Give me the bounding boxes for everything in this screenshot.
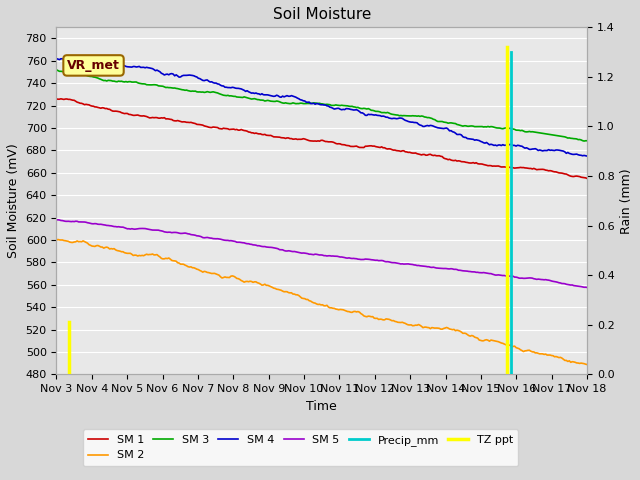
SM 4 <box>228 84 236 90</box>
SM 3 <box>118 78 125 84</box>
Text: VR_met: VR_met <box>67 59 120 72</box>
SM 1 <box>583 176 591 181</box>
SM 3 <box>211 89 218 95</box>
Line: SM 2: SM 2 <box>56 240 587 364</box>
Line: SM 4: SM 4 <box>56 59 587 156</box>
X-axis label: Time: Time <box>307 400 337 413</box>
SM 2 <box>230 274 237 279</box>
SM 2 <box>52 237 60 243</box>
SM 5 <box>54 217 62 223</box>
SM 4 <box>554 147 561 153</box>
Y-axis label: Rain (mm): Rain (mm) <box>620 168 633 234</box>
SM 5 <box>583 285 591 290</box>
SM 4 <box>52 56 60 61</box>
SM 1 <box>119 110 127 116</box>
SM 4 <box>285 94 292 99</box>
SM 5 <box>230 238 237 244</box>
SM 4 <box>211 80 218 86</box>
Title: Soil Moisture: Soil Moisture <box>273 7 371 22</box>
SM 1 <box>555 170 563 176</box>
SM 2 <box>239 278 246 284</box>
SM 4 <box>118 62 125 68</box>
SM 1 <box>212 124 220 130</box>
SM 1 <box>52 96 60 102</box>
TZ ppt <box>65 372 73 377</box>
SM 2 <box>286 290 294 296</box>
SM 4 <box>583 153 591 159</box>
SM 3 <box>237 95 245 100</box>
Line: SM 1: SM 1 <box>56 99 587 179</box>
SM 3 <box>554 133 561 139</box>
SM 2 <box>555 355 563 360</box>
TZ ppt <box>65 320 73 325</box>
SM 5 <box>212 236 220 241</box>
SM 5 <box>555 280 563 286</box>
Line: SM 3: SM 3 <box>56 70 587 141</box>
SM 5 <box>119 224 127 230</box>
SM 2 <box>212 271 220 277</box>
SM 3 <box>52 67 60 72</box>
SM 3 <box>580 138 588 144</box>
SM 1 <box>230 126 237 132</box>
SM 4 <box>237 86 245 92</box>
SM 3 <box>228 93 236 99</box>
SM 1 <box>57 96 65 102</box>
SM 1 <box>239 127 246 133</box>
Line: SM 5: SM 5 <box>56 220 587 288</box>
SM 1 <box>286 136 294 142</box>
Y-axis label: Soil Moisture (mV): Soil Moisture (mV) <box>7 144 20 258</box>
SM 2 <box>583 361 591 367</box>
SM 5 <box>239 240 246 246</box>
Legend: SM 1, SM 2, SM 3, SM 4, SM 5, Precip_mm, TZ ppt: SM 1, SM 2, SM 3, SM 4, SM 5, Precip_mm,… <box>83 430 518 466</box>
SM 2 <box>54 237 62 242</box>
SM 3 <box>285 100 292 106</box>
SM 5 <box>286 248 294 254</box>
SM 3 <box>583 138 591 144</box>
SM 2 <box>119 249 127 254</box>
SM 5 <box>52 217 60 223</box>
